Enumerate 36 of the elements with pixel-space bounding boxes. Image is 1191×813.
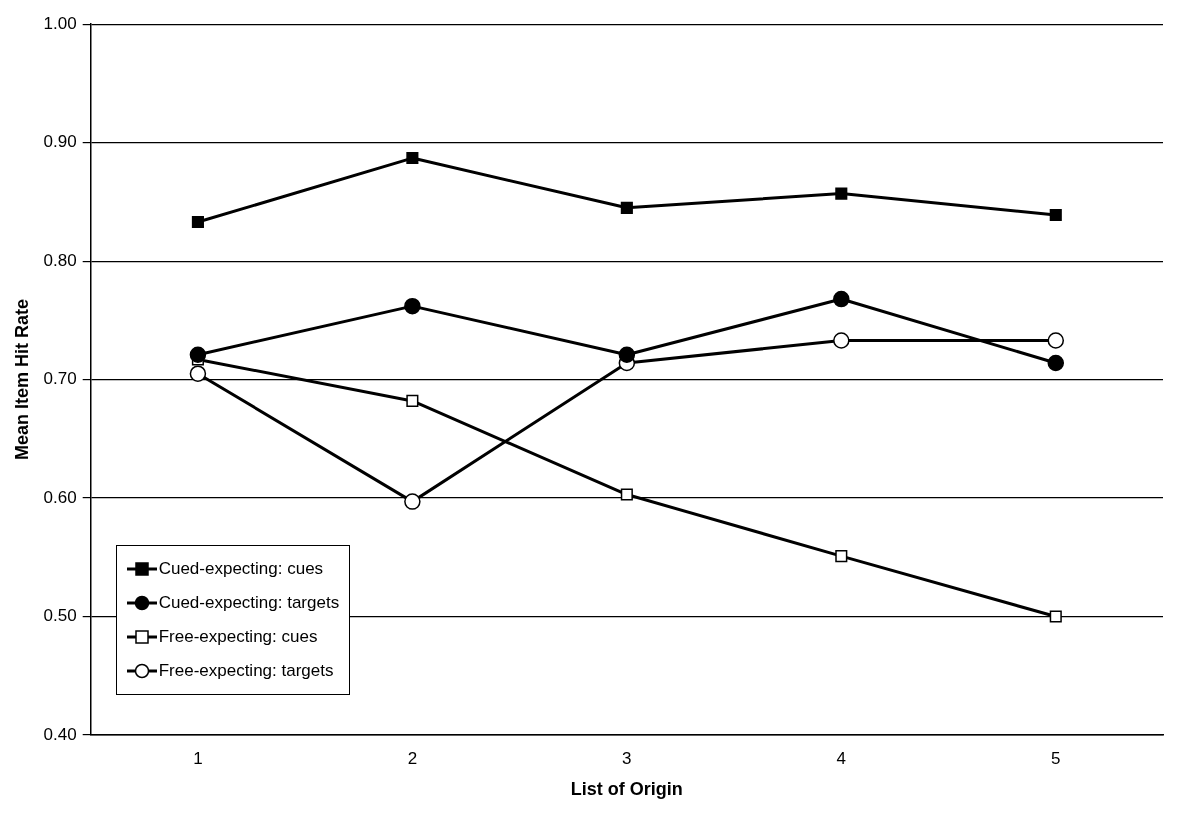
- legend-label: Cued-expecting: cues: [158, 559, 324, 579]
- x-tick-label: 3: [622, 748, 632, 768]
- legend-label: Cued-expecting: targets: [158, 593, 340, 613]
- x-tick-label: 4: [836, 748, 847, 768]
- y-tick-label: 0.90: [43, 132, 77, 152]
- y-tick-label: 0.50: [43, 606, 77, 626]
- y-tick-label: 0.40: [43, 724, 77, 744]
- point: [1049, 208, 1062, 221]
- point: [835, 187, 848, 200]
- point: [1047, 354, 1065, 372]
- point: [620, 488, 633, 501]
- x-axis-title: List of Origin: [570, 779, 683, 800]
- point: [833, 290, 850, 308]
- point: [618, 346, 636, 363]
- y-tick-label: 1.00: [43, 13, 77, 33]
- point: [404, 493, 421, 510]
- x-tick-label: 5: [1051, 748, 1061, 768]
- point: [835, 550, 848, 563]
- legend-label: Free-expecting: cues: [158, 627, 318, 647]
- point: [406, 394, 419, 407]
- y-tick-label: 0.80: [43, 250, 77, 270]
- point: [189, 346, 207, 363]
- x-tick-label: 1: [193, 748, 203, 768]
- y-axis-title: Mean Item Hit Rate: [11, 299, 32, 461]
- point: [833, 332, 850, 349]
- point: [191, 215, 204, 229]
- y-tick-label: 0.60: [43, 487, 77, 507]
- x-tick-label: 2: [407, 748, 418, 768]
- point: [189, 365, 207, 382]
- point: [1049, 610, 1062, 623]
- point: [1047, 332, 1065, 349]
- point: [620, 201, 633, 214]
- point: [406, 152, 419, 165]
- point: [404, 297, 421, 315]
- legend-label: Free-expecting: targets: [158, 661, 334, 681]
- y-tick-label: 0.70: [43, 369, 77, 389]
